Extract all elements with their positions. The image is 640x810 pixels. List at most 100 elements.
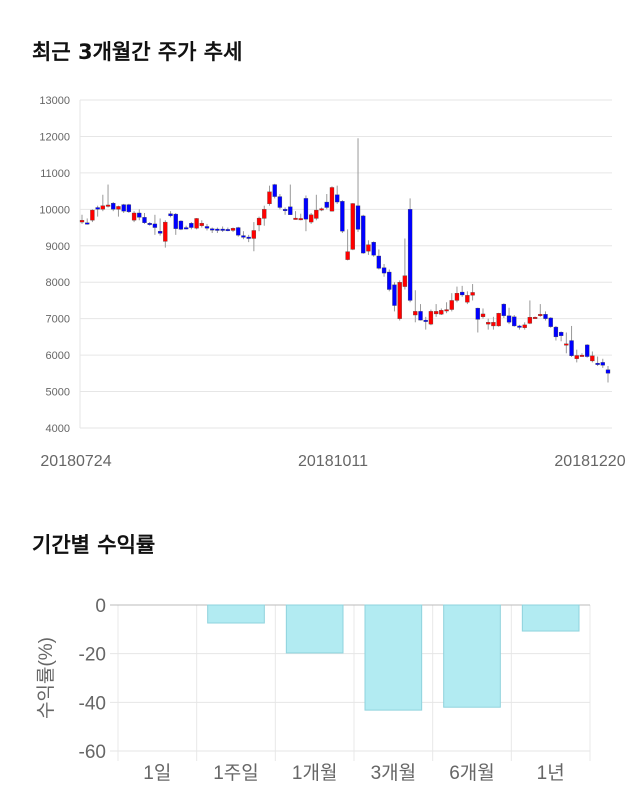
candle-body — [355, 205, 361, 230]
candle-body — [308, 214, 314, 223]
candle-body — [335, 194, 340, 203]
candle-body — [449, 300, 454, 310]
candle-body — [210, 228, 215, 231]
candle-body — [413, 311, 418, 316]
candle-body — [157, 231, 163, 234]
candle-body — [194, 218, 199, 229]
x-tick-label: 3개월 — [371, 762, 417, 784]
y-tick-label: -20 — [79, 645, 106, 666]
candle-body — [236, 227, 241, 236]
candle-body — [340, 201, 345, 232]
candle-body — [361, 215, 366, 254]
candle-body — [486, 322, 491, 325]
candle-body — [95, 207, 100, 210]
candle-body — [512, 316, 517, 327]
return-bar — [364, 604, 423, 711]
candle-body — [329, 187, 335, 212]
candle-body — [480, 313, 486, 317]
candle-body — [277, 196, 283, 208]
y-tick-label: 13000 — [39, 95, 70, 107]
candle-body — [272, 184, 277, 197]
y-tick-label: 4000 — [46, 423, 70, 435]
candle-body — [131, 212, 137, 221]
candle-body — [267, 191, 272, 205]
candle-body — [392, 284, 397, 306]
candle-body — [433, 311, 439, 315]
candle-body — [105, 204, 111, 207]
candle-body — [215, 228, 220, 231]
y-tick-label: 5000 — [46, 387, 70, 399]
candle-body — [137, 212, 142, 218]
candle-body — [246, 236, 251, 239]
candle-body — [220, 228, 225, 231]
candle-body — [230, 228, 236, 231]
candle-body — [282, 209, 288, 211]
candle-body — [475, 307, 480, 320]
y-tick-label: -40 — [79, 693, 106, 714]
candle-body — [142, 217, 147, 223]
candle-body — [298, 218, 303, 221]
candlestick-chart: 4000 5000 6000 7000 8000 9000 10000 11000 12000 1… — [39, 95, 625, 470]
candle-body — [376, 255, 382, 269]
candle-body — [85, 222, 90, 225]
candle-body — [605, 369, 611, 374]
candle-body — [303, 198, 309, 220]
y-tick-label: 0 — [95, 596, 106, 617]
candle-body — [319, 208, 324, 211]
candle-body — [90, 209, 95, 221]
y-tick-label: 6000 — [46, 350, 70, 362]
candle-body — [532, 317, 538, 319]
candle-body — [371, 241, 376, 256]
candle-body — [397, 282, 402, 319]
x-tick-label: 1개월 — [292, 762, 338, 784]
candle-body — [538, 314, 543, 316]
candle-body — [184, 227, 189, 230]
candle-body — [314, 209, 319, 219]
y-tick-label: 7000 — [46, 314, 70, 326]
candle-body — [574, 355, 579, 359]
candle-body — [491, 322, 496, 327]
y-tick-label: 11000 — [40, 168, 70, 180]
return-bar — [207, 604, 265, 624]
candle-body — [189, 223, 194, 228]
candle-body — [163, 221, 168, 242]
candle-body — [501, 303, 506, 316]
candle-body — [600, 362, 605, 366]
candle-body — [324, 201, 329, 208]
candle-body — [350, 203, 355, 250]
candle-body — [126, 204, 132, 213]
candle-body — [558, 332, 564, 336]
candle-body — [262, 209, 267, 219]
candle-body — [225, 229, 230, 232]
x-tick-label: 20181220 — [554, 453, 625, 470]
candle-body — [178, 220, 184, 230]
candle-body — [293, 217, 298, 220]
candle-body — [168, 213, 173, 217]
candle-body — [345, 251, 350, 260]
candle-body — [204, 226, 210, 229]
x-tick-label: 1일 — [143, 762, 171, 784]
candle-body — [402, 275, 408, 287]
return-bar — [443, 604, 501, 708]
candle-body — [548, 317, 553, 327]
candle-body — [111, 202, 116, 210]
candle-body — [423, 319, 428, 322]
candle-body — [100, 205, 105, 210]
x-tick-label: 1년 — [537, 762, 565, 784]
candle-body — [470, 292, 475, 296]
candle-body — [564, 343, 569, 346]
candle-body — [366, 244, 371, 252]
candle-body — [116, 206, 121, 210]
candle-body — [381, 267, 387, 274]
y-tick-label: 8000 — [46, 277, 70, 289]
candle-body — [506, 315, 512, 323]
candle-body — [553, 326, 559, 338]
candle-body — [288, 206, 293, 215]
candle-body — [460, 291, 465, 296]
candle-body — [585, 344, 590, 357]
candle-body — [428, 311, 434, 325]
candle-body — [543, 314, 548, 319]
candle-body — [256, 217, 262, 226]
candle-body — [173, 213, 178, 229]
